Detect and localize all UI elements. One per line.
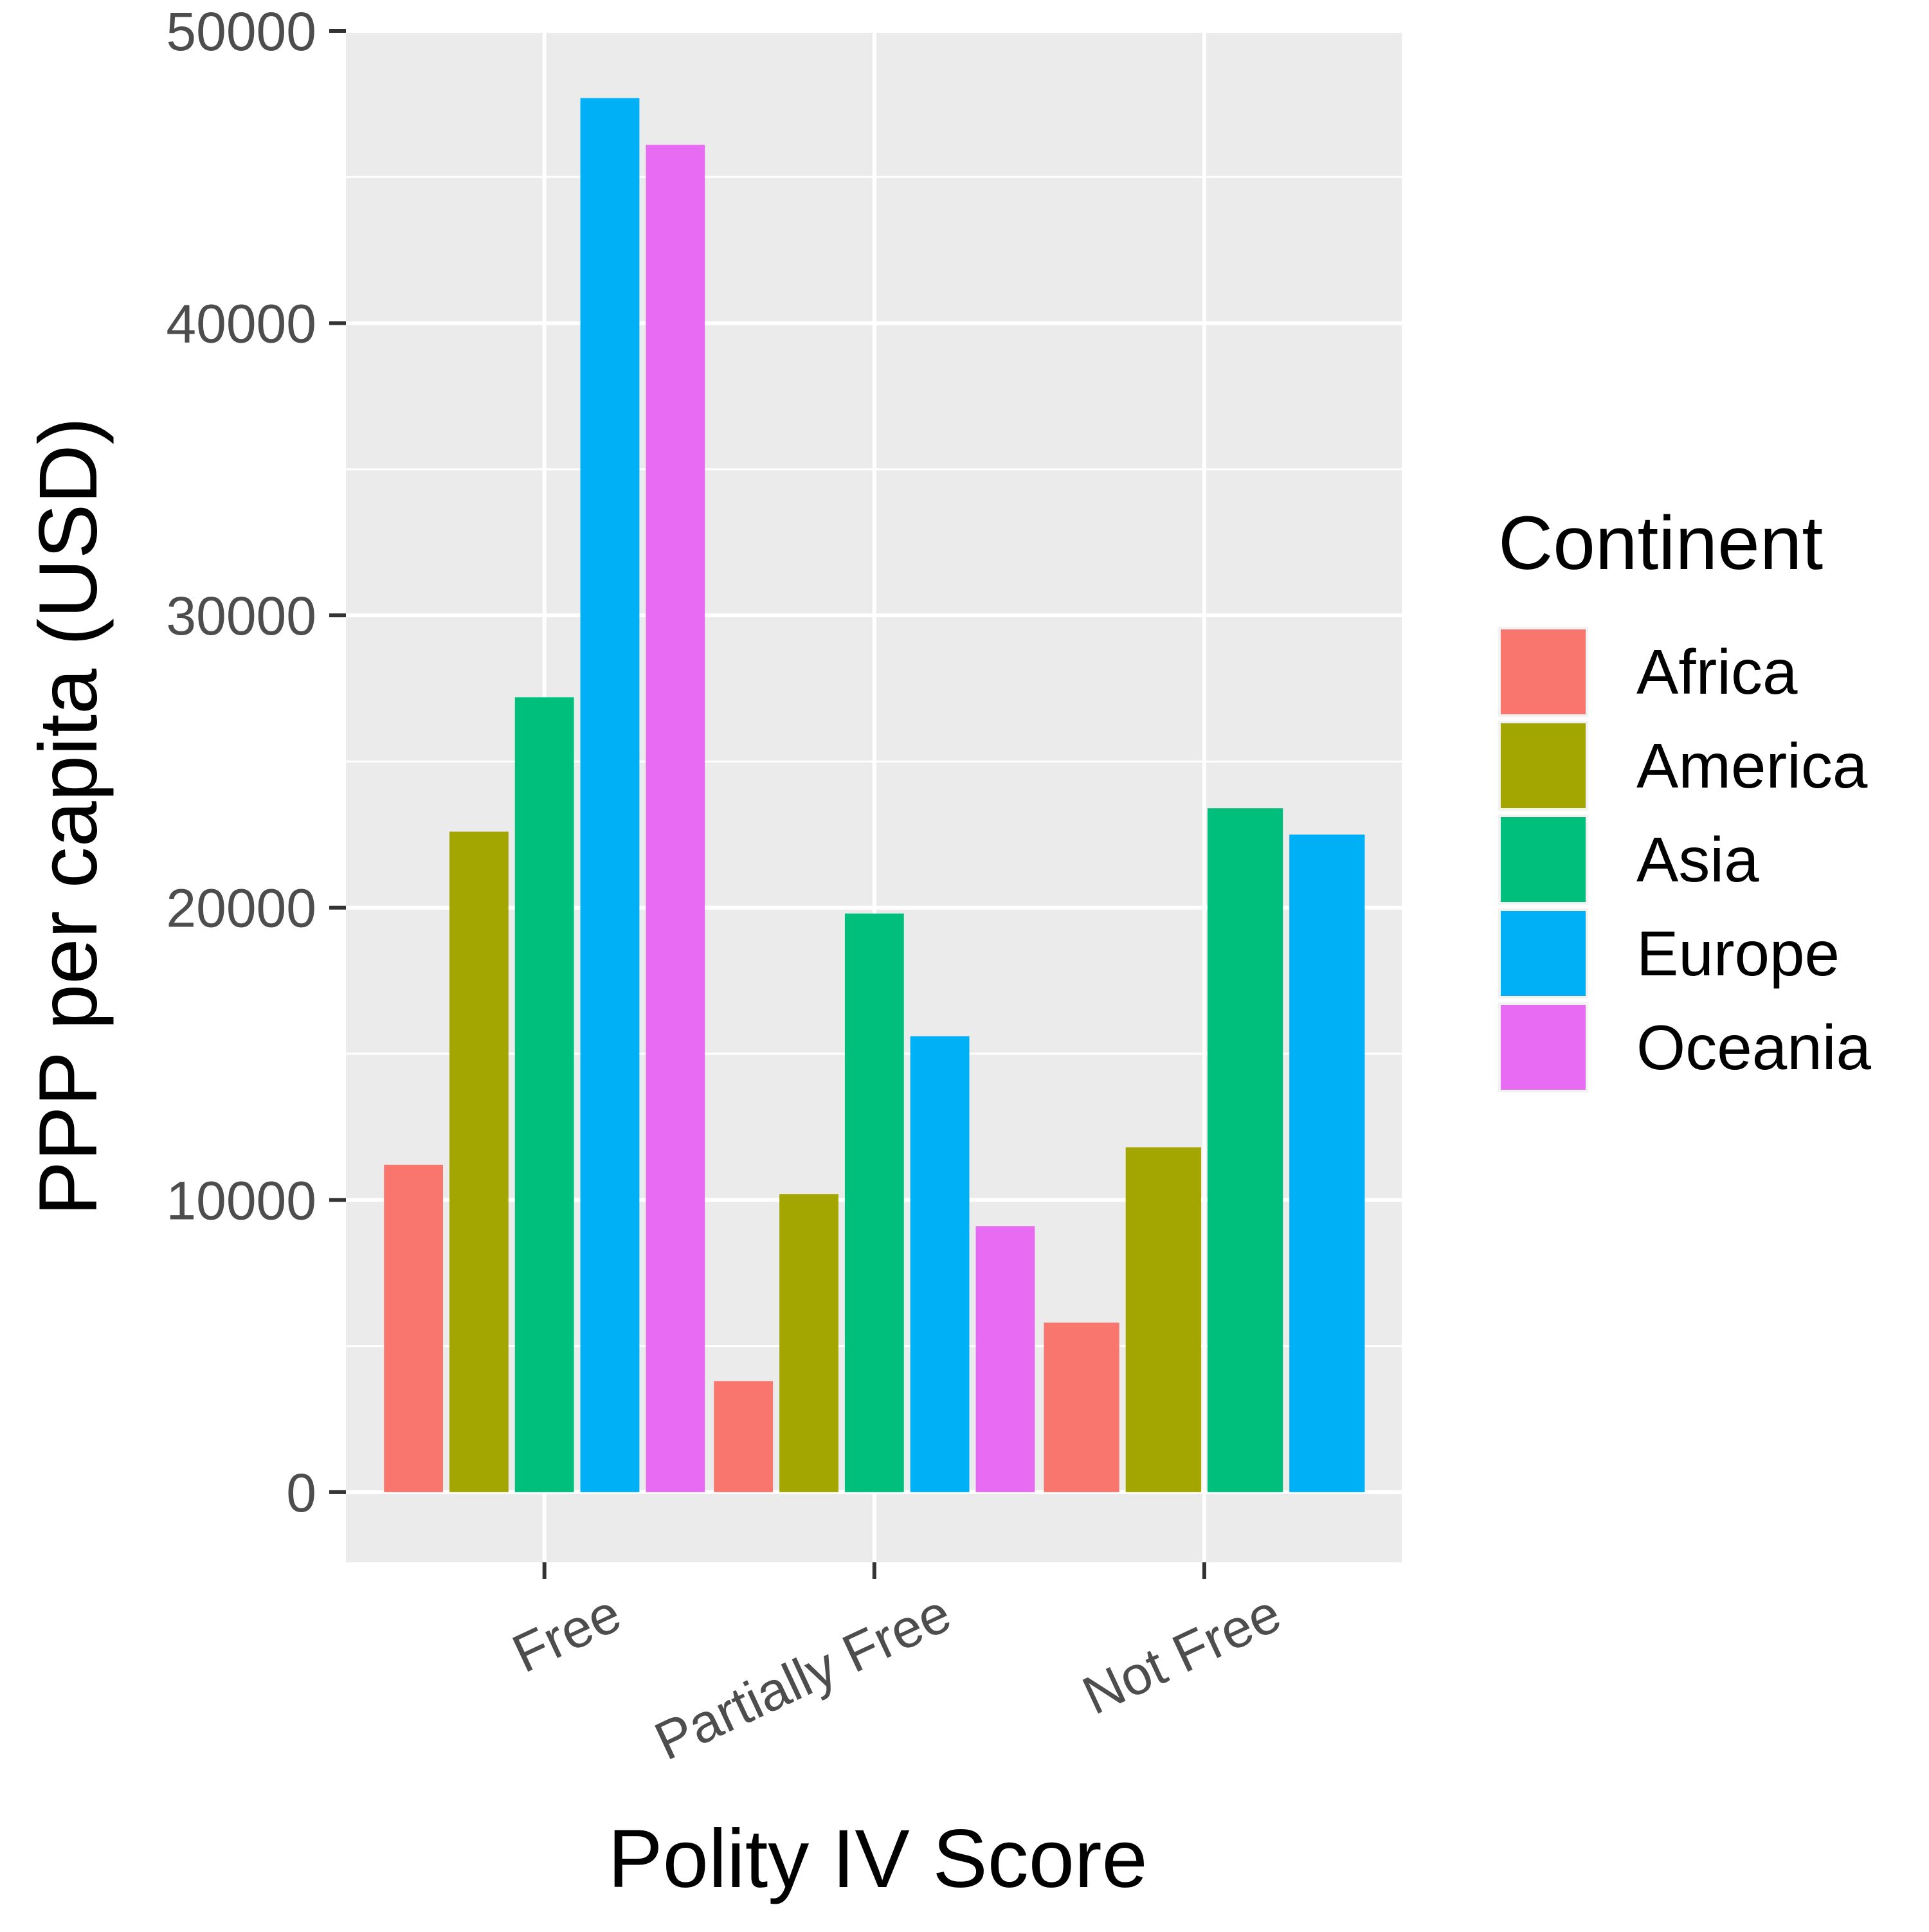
bar-free-asia xyxy=(514,697,574,1492)
legend-swatch-asia xyxy=(1501,817,1586,902)
bars xyxy=(384,98,1365,1492)
y-axis: 0 10000 20000 30000 40000 50000 xyxy=(166,1,346,1523)
bar-free-oceania xyxy=(646,145,705,1492)
legend-title: Continent xyxy=(1498,501,1823,586)
bar-partially-free-africa xyxy=(714,1381,774,1492)
bar-partially-free-asia xyxy=(844,913,904,1492)
bar-not-free-africa xyxy=(1044,1323,1119,1492)
legend-swatch-europe xyxy=(1501,911,1586,996)
y-tick-label: 0 xyxy=(286,1463,316,1523)
y-tick-label: 30000 xyxy=(166,586,316,646)
bar-partially-free-oceania xyxy=(975,1226,1035,1492)
bar-not-free-europe xyxy=(1289,835,1365,1492)
legend-label-europe: Europe xyxy=(1636,918,1840,989)
bar-free-africa xyxy=(384,1164,443,1492)
legend-label-america: America xyxy=(1636,730,1868,801)
legend-label-asia: Asia xyxy=(1636,824,1759,895)
y-tick-label: 10000 xyxy=(166,1170,316,1231)
bar-partially-free-america xyxy=(779,1194,838,1492)
x-tick-label: Free xyxy=(503,1582,629,1684)
y-tick-label: 40000 xyxy=(166,294,316,354)
x-tick-label: Not Free xyxy=(1074,1582,1290,1726)
bar-free-america xyxy=(449,831,509,1492)
bar-not-free-asia xyxy=(1207,808,1283,1492)
legend-swatch-america xyxy=(1501,723,1586,808)
legend: Continent Africa America Asia Europe Oceania xyxy=(1498,501,1872,1092)
legend-label-africa: Africa xyxy=(1636,636,1798,707)
x-axis-title: Polity IV Score xyxy=(608,1813,1147,1905)
bar-free-europe xyxy=(580,98,640,1492)
y-tick-label: 20000 xyxy=(166,878,316,939)
x-tick-label: Partially Free xyxy=(646,1582,959,1771)
bar-not-free-america xyxy=(1125,1147,1201,1492)
legend-swatch-africa xyxy=(1501,629,1586,714)
y-tick-label: 50000 xyxy=(166,1,316,62)
legend-items: Africa America Asia Europe Oceania xyxy=(1498,627,1872,1092)
legend-swatch-oceania xyxy=(1501,1005,1586,1090)
x-axis: Free Partially Free Not Free xyxy=(503,1562,1290,1771)
bar-partially-free-europe xyxy=(910,1036,970,1492)
y-axis-title: PPP per capita (USD) xyxy=(23,417,114,1216)
legend-label-oceania: Oceania xyxy=(1636,1012,1872,1083)
